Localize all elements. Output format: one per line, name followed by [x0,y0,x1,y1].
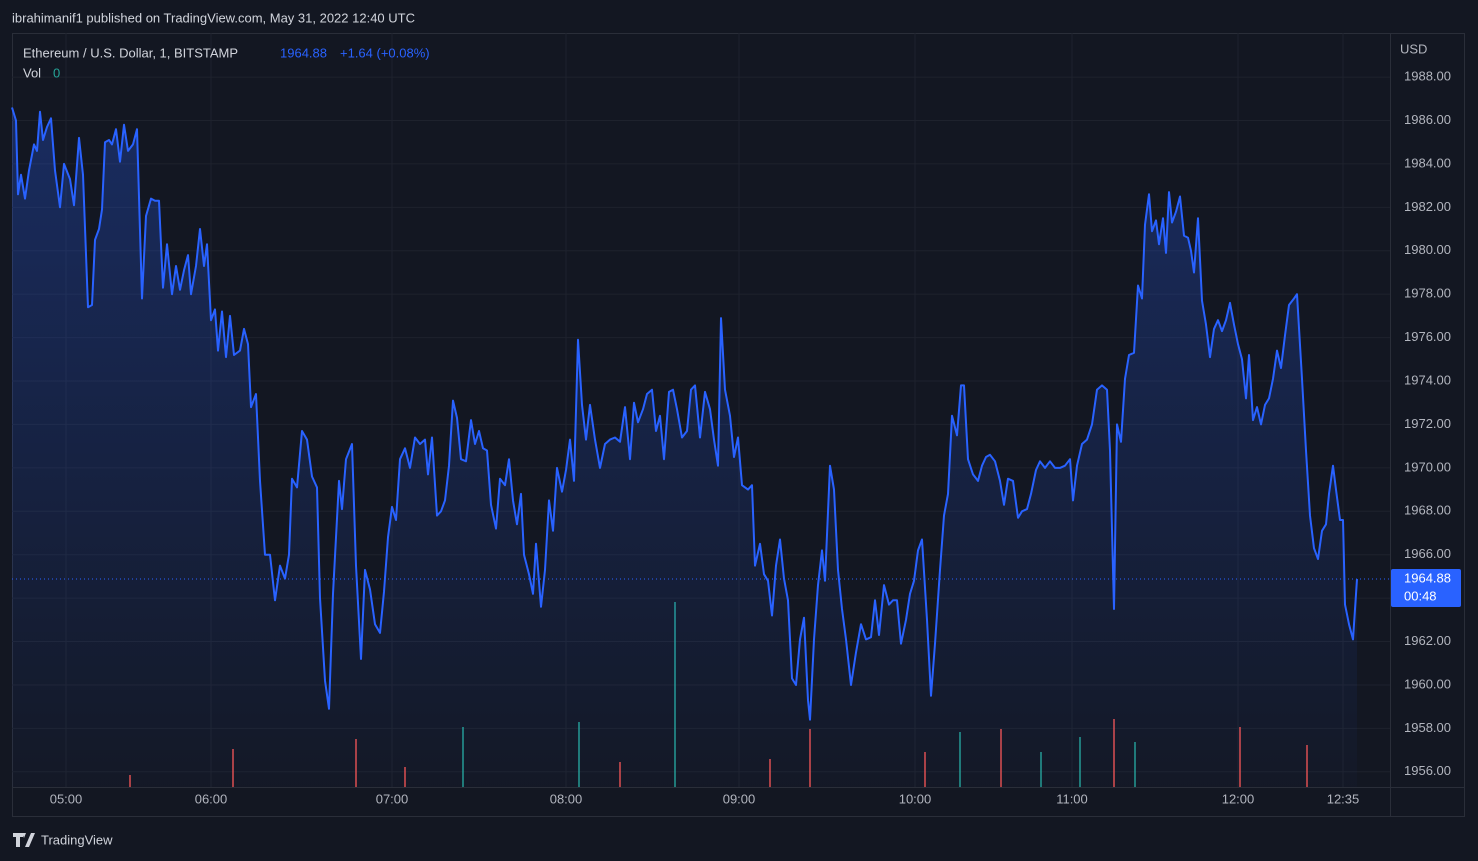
publish-header: ibrahimanif1 published on TradingView.co… [12,10,415,25]
x-tick-label: 12:35 [1327,791,1360,806]
logo-icon [13,833,35,847]
last-price-label: 1964.88 [1404,570,1451,585]
y-tick-label: 1960.00 [1404,676,1451,691]
y-tick-label: 1972.00 [1404,416,1451,431]
x-tick-label: 08:00 [550,791,583,806]
y-tick-label: 1986.00 [1404,112,1451,127]
y-tick-label: 1984.00 [1404,155,1451,170]
x-tick-label: 06:00 [195,791,228,806]
plot [11,107,1390,787]
logo-text: TradingView [41,832,113,847]
symbol-label: Ethereum / U.S. Dollar, 1, BITSTAMP [23,45,238,60]
countdown-label: 00:48 [1404,588,1437,603]
currency-label: USD [1400,41,1427,56]
y-tick-label: 1988.00 [1404,69,1451,84]
x-tick-label: 12:00 [1222,791,1255,806]
price-line [11,107,1358,721]
y-tick-label: 1956.00 [1404,763,1451,778]
y-tick-label: 1982.00 [1404,199,1451,214]
axes: 1956.001958.001960.001962.001964.001966.… [50,69,1461,806]
price-area [12,107,1357,787]
y-tick-label: 1976.00 [1404,329,1451,344]
volume-label: Vol [23,65,41,80]
y-tick-label: 1970.00 [1404,459,1451,474]
y-tick-label: 1978.00 [1404,286,1451,301]
y-tick-label: 1980.00 [1404,242,1451,257]
x-tick-label: 10:00 [899,791,932,806]
y-tick-label: 1968.00 [1404,503,1451,518]
x-tick-label: 09:00 [723,791,756,806]
x-tick-label: 07:00 [376,791,409,806]
y-tick-label: 1962.00 [1404,633,1451,648]
y-tick-label: 1966.00 [1404,546,1451,561]
volume-value: 0 [53,65,60,80]
y-tick-label: 1958.00 [1404,720,1451,735]
legend-change: +1.64 (+0.08%) [340,45,430,60]
y-tick-label: 1974.00 [1404,372,1451,387]
x-tick-label: 05:00 [50,791,83,806]
x-tick-label: 11:00 [1056,791,1088,806]
legend-price: 1964.88 [280,45,327,60]
tradingview-logo: TradingView [13,832,113,847]
last-price-box [1391,569,1461,608]
